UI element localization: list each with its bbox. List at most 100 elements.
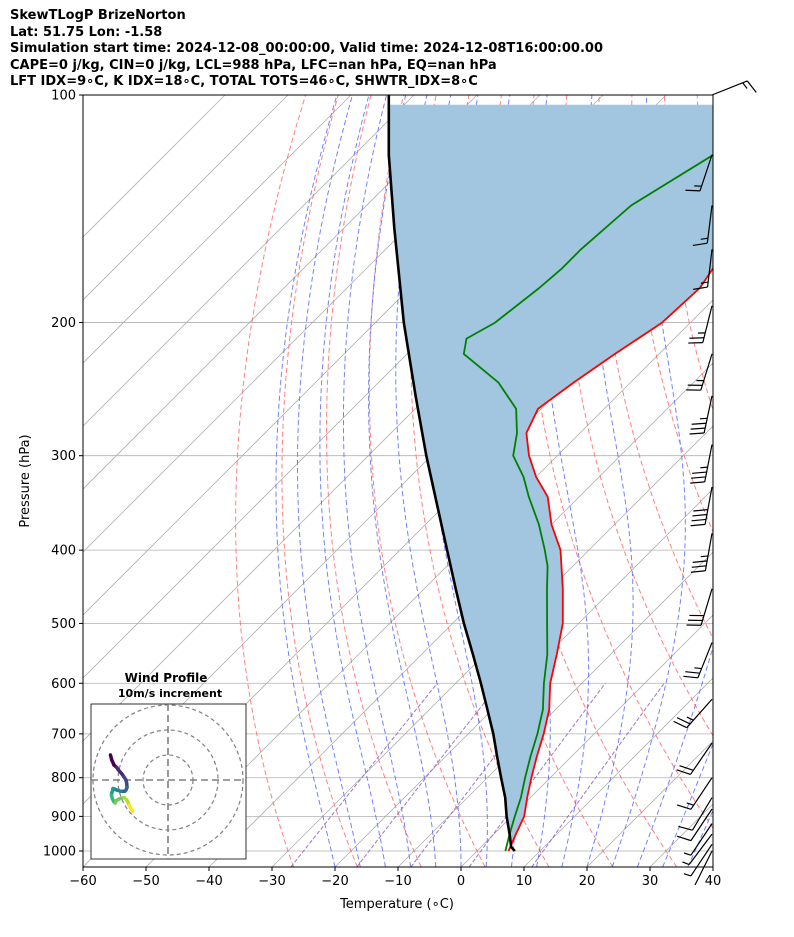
wind-barb — [683, 823, 713, 856]
isotherm-line — [83, 95, 478, 490]
wind-barb — [692, 205, 713, 247]
wind-barb — [711, 80, 757, 96]
hodograph-title: Wind Profile — [125, 671, 208, 685]
wind-barb — [683, 642, 713, 679]
barb-staff — [697, 642, 713, 679]
moist-adiabat-line — [687, 809, 713, 867]
barb-half-flag — [683, 873, 692, 877]
barb-staff — [689, 742, 713, 775]
isotherm-line — [83, 95, 415, 427]
barb-flag — [690, 427, 706, 430]
x-tick-label: −10 — [384, 874, 411, 889]
hodograph-trace-segment — [129, 807, 135, 813]
x-tick-label: 30 — [642, 874, 659, 889]
wind-barb — [689, 395, 713, 435]
y-tick-label: 100 — [51, 89, 76, 104]
barb-staff — [694, 850, 713, 886]
dry-adiabat-line — [762, 95, 794, 867]
isotherm-line — [334, 488, 713, 867]
barb-flag — [692, 560, 708, 563]
barb-flag — [746, 80, 757, 93]
temperature-profile — [507, 266, 713, 852]
y-tick-label: 200 — [51, 316, 76, 331]
barb-half-flag — [700, 281, 709, 284]
barb-flag — [690, 481, 705, 484]
location-line: Lat: 51.75 Lon: -1.58 — [10, 24, 163, 40]
barb-flag — [690, 523, 706, 527]
barb-staff — [690, 844, 713, 877]
wind-barb — [690, 486, 713, 527]
chart-title: SkewTLogP BrizeNorton — [10, 8, 186, 23]
wind-barb — [678, 797, 713, 831]
moist-adiabat-line — [611, 95, 686, 867]
barb-flag — [676, 769, 691, 776]
indices-line: LFT IDX=9∘C, K IDX=18∘C, TOTAL TOTS=46∘C… — [10, 74, 478, 90]
barb-flag — [689, 432, 705, 435]
barb-half-flag — [686, 802, 694, 806]
barb-flag — [690, 570, 706, 573]
moist-adiabat-line — [275, 95, 338, 867]
y-tick-label: 800 — [51, 771, 76, 786]
barb-staff — [706, 205, 713, 244]
barb-half-flag — [700, 237, 708, 240]
wind-barb — [683, 844, 713, 877]
barb-flag — [693, 509, 708, 512]
isotherm-line — [271, 425, 713, 867]
wind-barb — [676, 808, 713, 842]
barb-half-flag — [742, 82, 748, 89]
x-tick-label: −30 — [258, 874, 285, 889]
barb-staff — [688, 833, 713, 865]
mixing-ratio-line — [290, 682, 438, 867]
barb-staff — [686, 698, 713, 729]
barb-staff — [699, 154, 713, 192]
barb-half-flag — [694, 667, 702, 670]
cin-shading — [388, 104, 713, 847]
hodograph-subtitle: 10m/s increment — [118, 687, 222, 700]
isotherm-line — [712, 866, 713, 867]
barb-staff — [704, 444, 713, 482]
barb-flag — [676, 835, 692, 842]
moist-adiabat-line — [395, 95, 462, 867]
mixing-ratio-line — [356, 682, 500, 867]
dewpoint-profile — [462, 153, 713, 852]
barb-flag — [673, 720, 688, 729]
y-tick-label: 700 — [51, 727, 76, 742]
moist-adiabat-line — [586, 95, 634, 867]
dry-adiabat-line — [664, 95, 713, 412]
barb-staff — [691, 797, 713, 831]
y-tick-label: 600 — [51, 677, 76, 692]
moist-adiabat-line — [297, 95, 361, 867]
x-tick-label: −20 — [321, 874, 348, 889]
wind-barb — [694, 850, 713, 886]
y-tick-label: 300 — [51, 449, 76, 464]
y-tick-label: 900 — [51, 810, 76, 825]
x-tick-label: −50 — [132, 874, 159, 889]
barb-flag — [676, 804, 692, 810]
moist-adiabat-line — [343, 95, 412, 867]
dry-adiabat-line — [281, 95, 358, 867]
barb-staff — [700, 353, 713, 391]
barb-flag — [692, 471, 707, 474]
barb-flag — [691, 518, 707, 522]
x-tick-label: 10 — [516, 874, 533, 889]
parcel-profile — [387, 95, 516, 852]
x-tick-label: 40 — [705, 874, 722, 889]
barb-half-flag — [683, 852, 692, 856]
y-tick-label: 1000 — [43, 844, 76, 859]
wind-barb — [676, 742, 713, 776]
wind-barb — [686, 588, 713, 626]
barb-staff — [702, 305, 713, 343]
wind-barb — [682, 833, 713, 866]
x-tick-label: 20 — [579, 874, 596, 889]
wind-barb — [690, 533, 713, 573]
isotherm-line — [208, 362, 713, 867]
isotherm-line — [523, 677, 713, 867]
barb-staff — [704, 486, 713, 525]
y-axis-label: Pressure (hPa) — [18, 434, 33, 527]
wind-barb — [693, 249, 713, 290]
x-tick-label: 0 — [457, 874, 465, 889]
barb-flag — [678, 825, 693, 831]
barb-half-flag — [699, 417, 708, 420]
chart-header: SkewTLogP BrizeNorton Lat: 51.75 Lon: -1… — [10, 8, 603, 91]
